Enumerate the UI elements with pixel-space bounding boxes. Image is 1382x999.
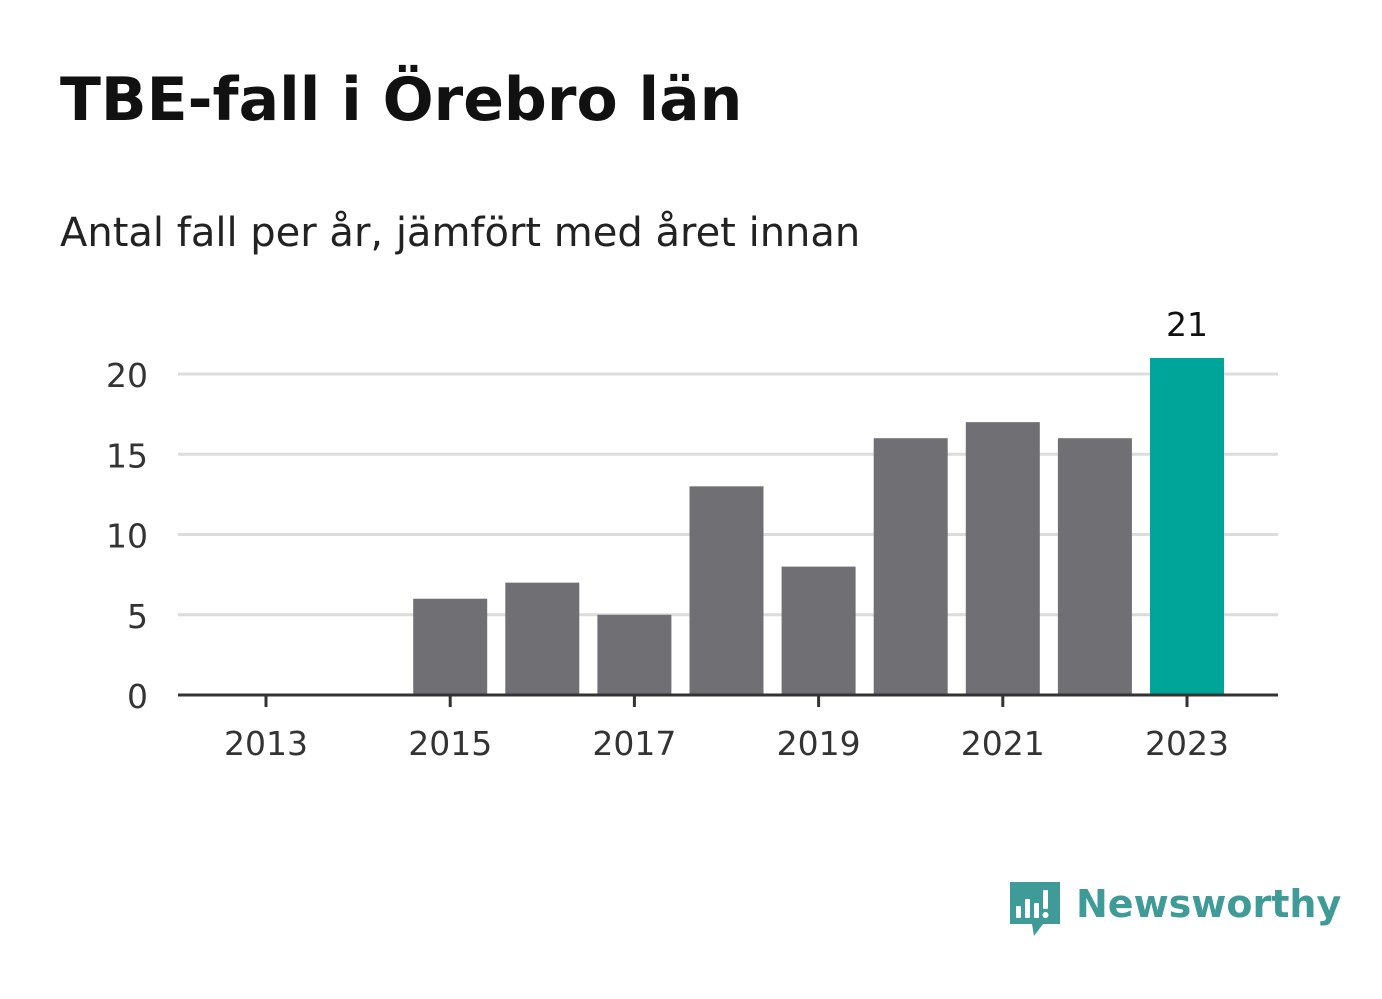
bar-2023 [1150, 357, 1224, 695]
y-tick-label: 5 [127, 597, 148, 636]
bars [413, 357, 1224, 695]
bar-2017 [597, 614, 672, 695]
logo-bar-2 [1025, 899, 1030, 918]
logo-bar-4 [1043, 890, 1048, 909]
x-tick-label: 2019 [777, 724, 861, 763]
chart-subtitle: Antal fall per år, jämfört med året inna… [60, 210, 861, 256]
x-tick-label: 2017 [592, 724, 676, 763]
x-tick-label: 2023 [1145, 724, 1229, 763]
bar-2021 [965, 422, 1040, 695]
data-labels: 21 [1166, 305, 1208, 344]
x-axis-ticks: 2013 2015 2017 2019 2021 2023 [224, 695, 1229, 763]
y-tick-label: 10 [106, 517, 148, 556]
bar-chart-speech-bubble-icon [1010, 882, 1060, 936]
newsworthy-logo: Newsworthy [1010, 878, 1341, 938]
y-axis-ticks: 0 5 10 15 20 [106, 356, 148, 716]
logo-bar-1 [1016, 906, 1021, 918]
x-tick-label: 2015 [408, 724, 492, 763]
x-tick-label: 2021 [961, 724, 1045, 763]
bar-2018 [689, 486, 764, 695]
data-label-2023: 21 [1166, 305, 1208, 344]
bar-2022 [1057, 438, 1132, 695]
bar-2015 [413, 598, 488, 695]
chart-title: TBE-fall i Örebro län [60, 65, 743, 135]
y-tick-label: 20 [106, 356, 148, 395]
x-tick-label: 2013 [224, 724, 308, 763]
bar-2016 [505, 582, 580, 695]
bar-2019 [781, 566, 856, 695]
y-tick-label: 0 [127, 677, 148, 716]
bar-2020 [873, 438, 948, 695]
logo-dot [1042, 912, 1049, 918]
y-tick-label: 15 [106, 436, 148, 475]
brand-name: Newsworthy [1076, 882, 1342, 926]
logo-bar-3 [1034, 903, 1039, 918]
